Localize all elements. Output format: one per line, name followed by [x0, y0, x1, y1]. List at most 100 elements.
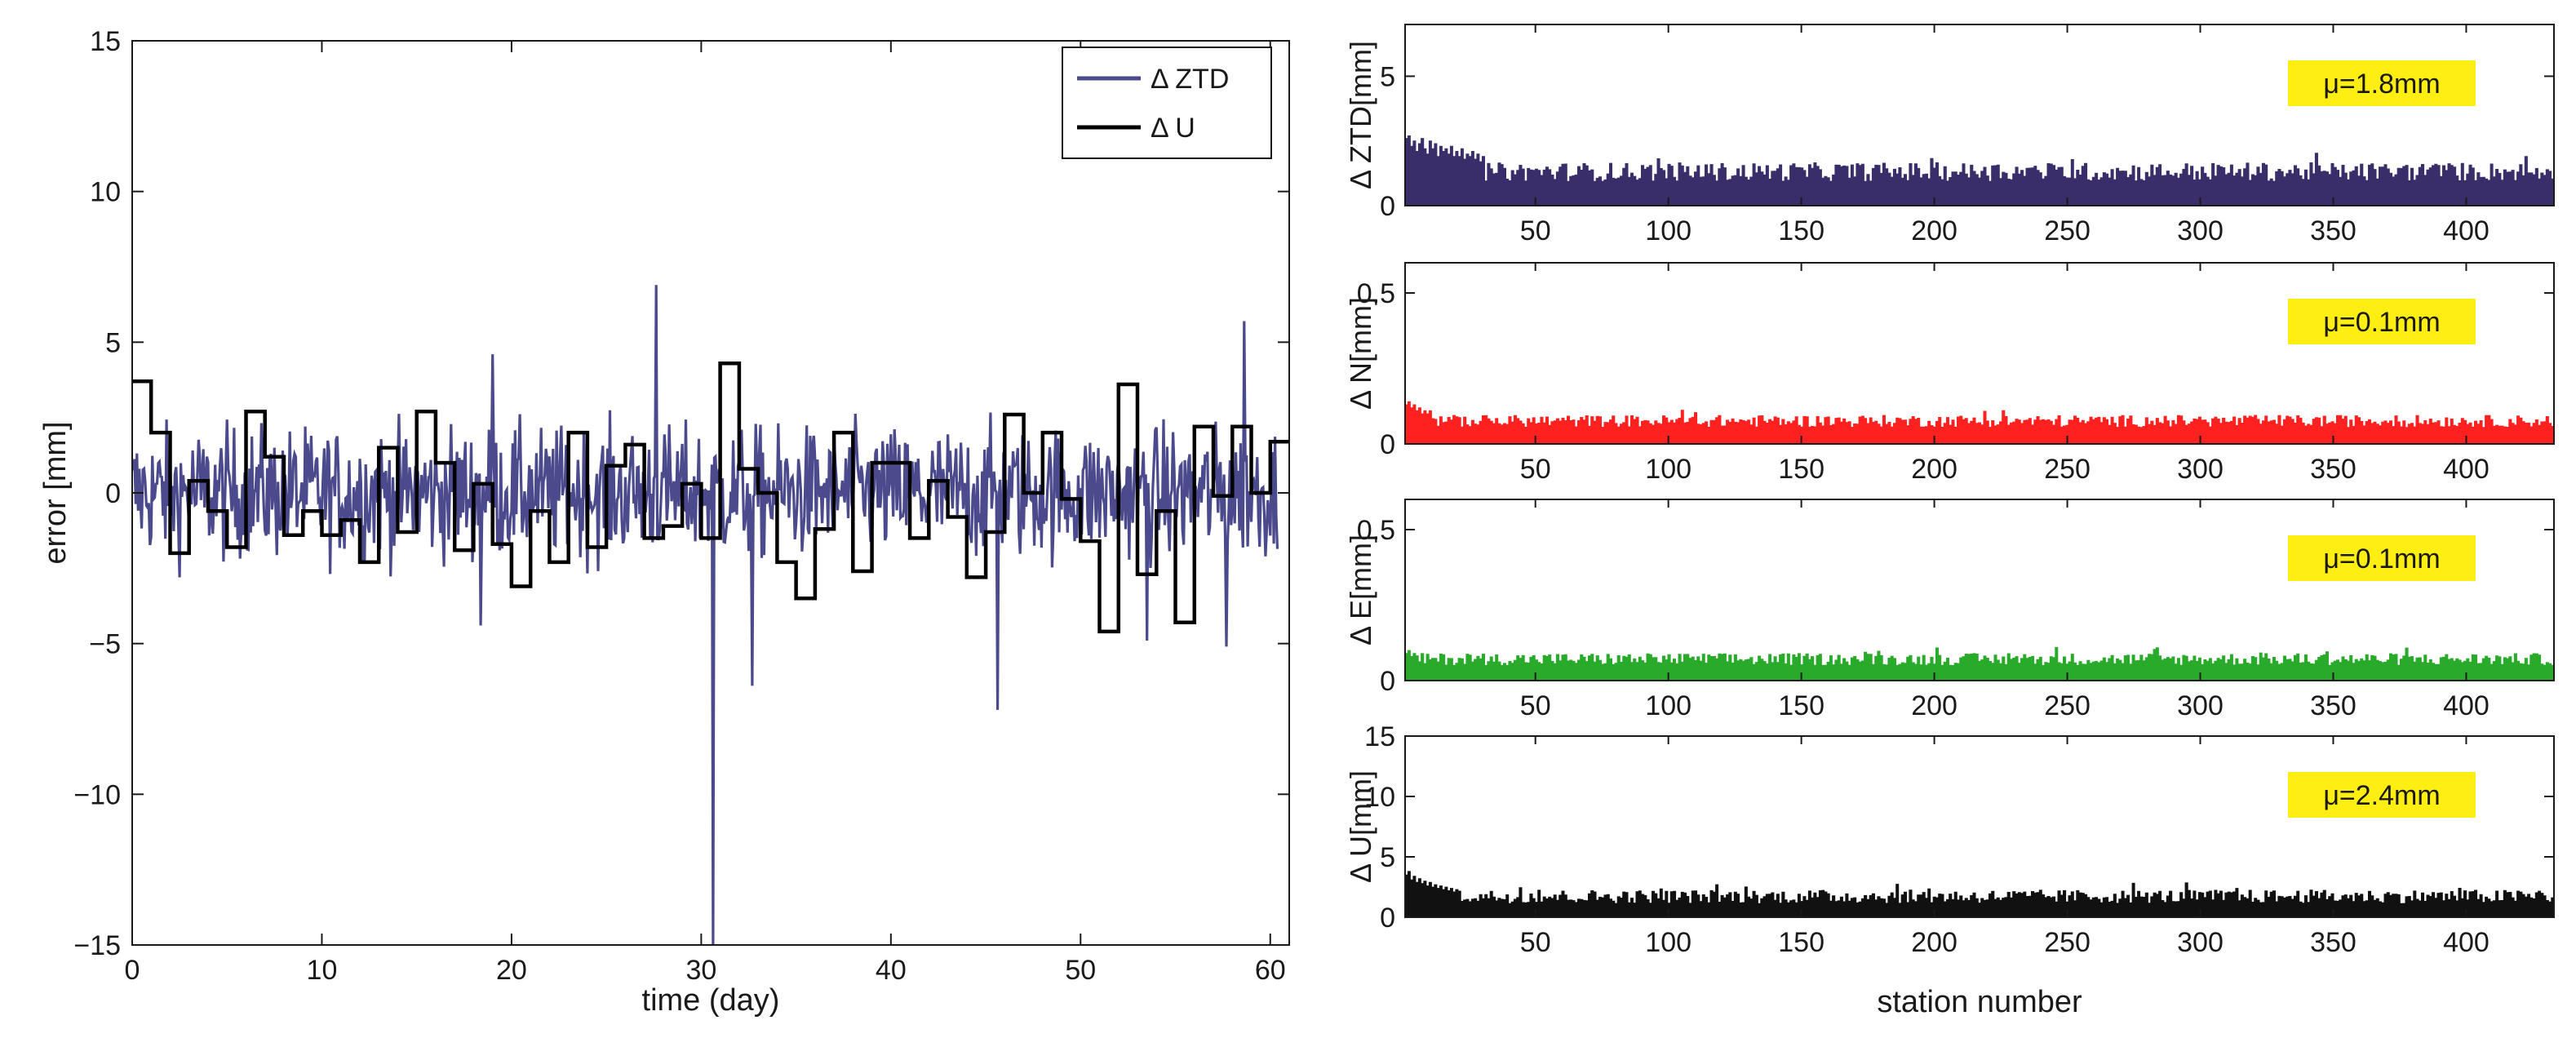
y-tick-label: 10 [90, 177, 121, 208]
up-bars [1404, 871, 2555, 918]
east-axis-label: Δ E[mm] [1344, 535, 1377, 645]
east-bar-panel: 50 100 150 200 250 300 350 400 0 0.5 Δ E[mm] μ=0.… [1344, 499, 2555, 721]
time-series-chart: 0 10 20 30 40 50 60 −15 −10 −5 0 5 10 15 time (day) e… [38, 26, 1290, 1018]
y-tick-label: 0.5 [1357, 515, 1395, 546]
x-tick-label: 350 [2310, 690, 2357, 721]
time-axis-label: time (day) [642, 983, 780, 1018]
time-series-lines [132, 285, 1289, 945]
up-axis-label: Δ U[mm] [1344, 770, 1377, 883]
x-tick-label: 100 [1645, 454, 1691, 485]
station-bars-area [1404, 401, 2555, 445]
x-tick-label: 400 [2443, 927, 2490, 958]
x-tick-label: 20 [496, 955, 527, 986]
up-mean-label: μ=2.4mm [2323, 780, 2440, 811]
x-tick-label: 300 [2177, 215, 2224, 246]
east-axes: 50 100 150 200 250 300 350 400 0 0.5 [1357, 499, 2555, 721]
x-tick-label: 150 [1778, 927, 1824, 958]
north-axis-label: Δ N[mm] [1344, 297, 1377, 410]
panel-frame [1404, 24, 2555, 206]
station-bars-area [1404, 135, 2555, 206]
legend-box [1062, 47, 1272, 159]
east-mean-label: μ=0.1mm [2323, 543, 2440, 574]
y-tick-label: 0.5 [1357, 278, 1395, 309]
panel-frame [1404, 499, 2555, 681]
x-tick-label: 400 [2443, 690, 2490, 721]
series-delta-ztd-line [132, 285, 1279, 945]
up-bar-panel: 50 100 150 200 250 300 350 400 0 5 10 15 Δ U[mm] μ=… [1344, 721, 2555, 1019]
panel-frame [1404, 735, 2555, 918]
x-tick-label: 100 [1645, 690, 1691, 721]
y-tick-label: 0 [1380, 666, 1395, 697]
x-tick-label: 200 [1911, 690, 1957, 721]
time-series-ticks: 0 10 20 30 40 50 60 −15 −10 −5 0 5 10 15 [73, 26, 1289, 986]
error-axis-label: error [mm] [38, 421, 73, 564]
ztd-axis-label: Δ ZTD[mm] [1344, 41, 1377, 189]
up-mean-box [2288, 772, 2476, 818]
y-tick-label: 15 [1364, 721, 1395, 752]
north-mean-box [2288, 299, 2476, 344]
ztd-axes: 50 100 150 200 250 300 350 400 0 5 [1380, 24, 2555, 246]
x-tick-label: 50 [1520, 690, 1551, 721]
x-tick-label: 350 [2310, 215, 2357, 246]
y-tick-label: −15 [73, 930, 121, 961]
x-tick-label: 300 [2177, 927, 2224, 958]
east-mean-box [2288, 535, 2476, 581]
x-tick-label: 100 [1645, 215, 1691, 246]
y-tick-label: 0 [1380, 903, 1395, 934]
x-tick-label: 50 [1520, 454, 1551, 485]
x-tick-label: 50 [1520, 927, 1551, 958]
x-tick-label: 100 [1645, 927, 1691, 958]
y-tick-label: 0 [1380, 429, 1395, 460]
north-bar-panel: 50 100 150 200 250 300 350 400 0 0.5 Δ N[mm] μ=0.… [1344, 262, 2555, 485]
x-tick-label: 200 [1911, 927, 1957, 958]
x-tick-label: 150 [1778, 215, 1824, 246]
y-tick-label: 5 [1380, 61, 1395, 92]
x-tick-label: 10 [307, 955, 338, 986]
east-bars [1404, 646, 2555, 681]
station-axis-label: station number [1877, 985, 2082, 1019]
legend-label-delta-u: Δ U [1151, 113, 1195, 144]
y-tick-label: 0 [105, 478, 121, 509]
panel-frame [1404, 262, 2555, 445]
x-tick-label: 250 [2044, 690, 2091, 721]
x-tick-label: 250 [2044, 454, 2091, 485]
ztd-bars [1404, 135, 2555, 206]
series-delta-u-steps [132, 361, 1289, 634]
x-tick-label: 200 [1911, 215, 1957, 246]
x-tick-label: 60 [1255, 955, 1286, 986]
x-tick-label: 50 [1520, 215, 1551, 246]
north-axes: 50 100 150 200 250 300 350 400 0 0.5 [1357, 262, 2555, 485]
y-tick-label: 15 [90, 26, 121, 57]
x-tick-label: 300 [2177, 454, 2224, 485]
y-tick-label: 10 [1364, 782, 1395, 813]
y-tick-label: −10 [73, 779, 121, 810]
ztd-bar-panel: 50 100 150 200 250 300 350 400 0 5 Δ ZTD[mm] μ=1.… [1344, 24, 2555, 246]
time-series-legend: Δ ZTD Δ U [1062, 47, 1272, 159]
station-bars-area [1404, 646, 2555, 681]
y-tick-label: 5 [105, 327, 121, 358]
x-tick-label: 250 [2044, 927, 2091, 958]
x-tick-label: 30 [685, 955, 716, 986]
x-tick-label: 250 [2044, 215, 2091, 246]
x-tick-label: 350 [2310, 927, 2357, 958]
north-bars [1404, 401, 2555, 445]
ztd-mean-box [2288, 60, 2476, 106]
y-tick-label: 5 [1380, 842, 1395, 873]
x-tick-label: 150 [1778, 690, 1824, 721]
y-tick-label: 0 [1380, 191, 1395, 222]
x-tick-label: 400 [2443, 454, 2490, 485]
up-axes: 50 100 150 200 250 300 350 400 0 5 10 15 [1364, 721, 2555, 958]
ztd-mean-label: μ=1.8mm [2323, 69, 2440, 100]
station-bars-area [1404, 871, 2555, 918]
north-mean-label: μ=0.1mm [2323, 307, 2440, 338]
x-tick-label: 0 [125, 955, 140, 986]
x-tick-label: 40 [876, 955, 907, 986]
legend-label-delta-ztd: Δ ZTD [1151, 64, 1229, 95]
x-tick-label: 200 [1911, 454, 1957, 485]
x-tick-label: 50 [1065, 955, 1096, 986]
x-tick-label: 300 [2177, 690, 2224, 721]
x-tick-label: 400 [2443, 215, 2490, 246]
x-tick-label: 150 [1778, 454, 1824, 485]
